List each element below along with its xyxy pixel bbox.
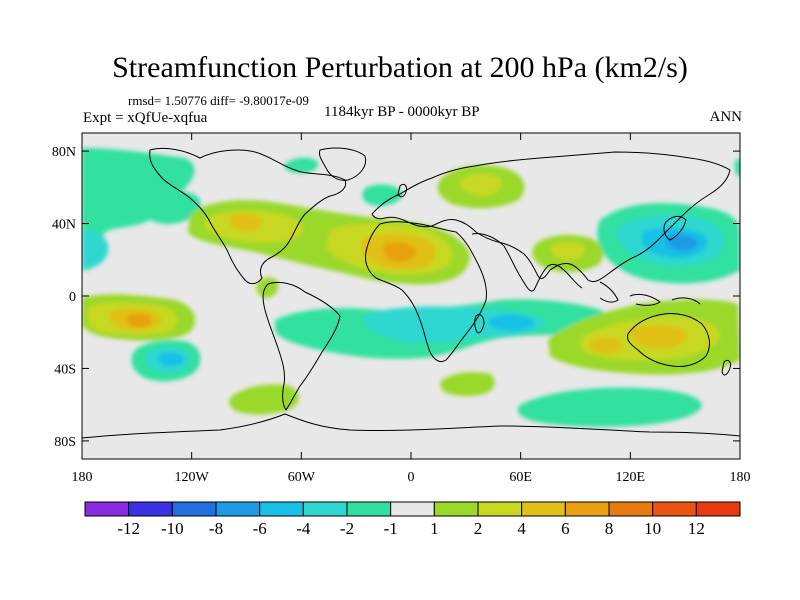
colorbar (84, 501, 741, 517)
period-label: 1184kyr BP - 0000kyr BP (324, 104, 480, 120)
colorbar-label: -6 (253, 519, 267, 538)
contour-neg4-tropical-indian (488, 314, 535, 331)
colorbar-label: -8 (209, 519, 223, 538)
colorbar-label: -4 (296, 519, 311, 538)
contour-pos6-south-pacific (126, 313, 153, 328)
coast-eurasia (371, 151, 731, 283)
colorbar-swatch (84, 501, 130, 517)
coastlines (82, 147, 740, 439)
coast-africa (365, 221, 487, 363)
colorbar-swatch (695, 501, 741, 517)
coast-north-america (149, 147, 347, 285)
lon-tick-label: 120E (616, 470, 646, 485)
contour-pos4-australia (630, 325, 688, 349)
lon-tick-label: 120W (175, 470, 210, 485)
colorbar-label: -2 (340, 519, 354, 538)
contour-neg2-west-edge (82, 229, 109, 268)
contour-neg1-nw-pacific (82, 148, 195, 270)
lat-tick-label: 0 (69, 290, 76, 305)
colorbar-swatch (390, 501, 435, 517)
lat-tick-label: 80S (54, 435, 76, 450)
contour-field (82, 133, 740, 459)
coast-southeast-asia (599, 281, 701, 306)
contour-pos4-indian (588, 337, 623, 354)
coast-uk (397, 183, 407, 198)
contour-pos1-s-america-tip (229, 384, 299, 415)
contour-neg6-nw-pacific-core (666, 234, 698, 251)
lon-tick-label: 180 (72, 470, 93, 485)
lon-tick-label: 0 (408, 470, 415, 485)
coast-australia (627, 313, 710, 367)
colorbar-swatch (652, 501, 697, 517)
colorbar-label: -10 (161, 519, 184, 538)
lon-tick-label: 60W (288, 470, 316, 485)
colorbar-label: -12 (117, 519, 140, 538)
contour-pos1-s-africa (440, 372, 495, 397)
experiment-label: Expt = xQfUe-xqfua (83, 110, 208, 126)
coast-antarctica (82, 413, 740, 439)
coast-japan (663, 215, 687, 241)
contour-neg1-ne-pacific (141, 190, 201, 225)
contour-pos2-scandinavia (459, 173, 503, 196)
coast-madagascar (474, 313, 485, 334)
stats-line: rmsd= 1.50776 diff= -9.80017e-09 (128, 93, 309, 108)
contour-neg4-south-pacific (158, 352, 184, 367)
coast-arabia-india (471, 233, 583, 292)
colorbar-swatch (346, 501, 392, 517)
lat-tick-label: 80N (52, 145, 76, 160)
map-title: Streamfunction Perturbation at 200 hPa (… (112, 51, 688, 84)
colorbar-label: 1 (430, 519, 439, 538)
lon-tick-label: 180 (730, 470, 751, 485)
contour-neg1-atlantic-ne (362, 184, 403, 206)
colorbar-swatch (259, 501, 304, 517)
coast-new-zealand (721, 359, 731, 376)
colorbar-label: 8 (605, 519, 614, 538)
colorbar-swatch (302, 501, 348, 517)
longitude-axis: 180 120W 60W 0 60E 120E 180 (72, 133, 751, 485)
colorbar-label: 2 (474, 519, 483, 538)
contour-pos6-africa (383, 242, 417, 262)
colorbar-label: 6 (561, 519, 570, 538)
colorbar-label: 10 (644, 519, 661, 538)
colorbar-swatch (215, 501, 261, 517)
colorbar-swatch (521, 501, 566, 517)
colorbar-swatch (433, 501, 479, 517)
colorbar-swatch (608, 501, 654, 517)
colorbar-labels: -12 -10 -8 -6 -4 -2 -1 1 2 4 6 8 10 12 (117, 519, 705, 538)
contour-pos4-north-atlantic (228, 213, 263, 232)
colorbar-label: 12 (688, 519, 705, 538)
colorbar-label: 4 (517, 519, 526, 538)
colorbar-swatch (128, 501, 173, 517)
lat-tick-label: 40N (52, 218, 76, 233)
coast-south-america (262, 281, 341, 411)
colorbar-label: -1 (384, 519, 398, 538)
colorbar-swatch (564, 501, 610, 517)
season-label: ANN (709, 109, 743, 125)
contour-neg1-southern-ocean (517, 387, 702, 427)
colorbar-swatch (171, 501, 217, 517)
latitude-axis: 80N 40N 0 40S 80S (52, 145, 740, 450)
coast-greenland (319, 147, 367, 181)
lon-tick-label: 60E (509, 470, 532, 485)
contour-neg1-east-edge (735, 159, 740, 177)
contour-pos2-south-asia (550, 241, 586, 260)
colorbar-swatch (477, 501, 523, 517)
lat-tick-label: 40S (54, 362, 76, 377)
